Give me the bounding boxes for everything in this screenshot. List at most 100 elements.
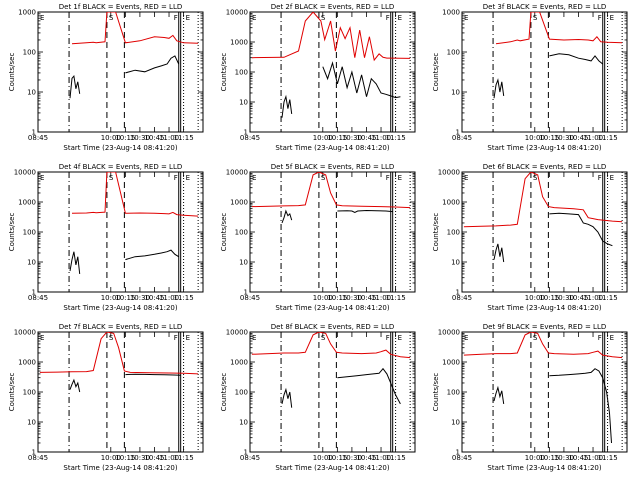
panel-2-marker-e: E xyxy=(252,14,256,22)
panel-8-marker-s: S xyxy=(321,334,326,342)
panel-9-ytick-label: 10 xyxy=(451,419,460,427)
panel-7-xlabel: Start Time (23-Aug-14 08:41:20) xyxy=(63,464,177,472)
panel-1-xtick-label: 11:00 xyxy=(159,134,179,142)
panel-2-xlabel: Start Time (23-Aug-14 08:41:20) xyxy=(275,144,389,152)
panel-2-xtick-label: 10:30 xyxy=(342,134,362,142)
panel-6-ytick-label: 10000 xyxy=(438,169,460,177)
panel-2-marker-e2: E xyxy=(398,14,402,22)
panel-5-series-events-2 xyxy=(337,209,393,213)
panel-6-marker-s: S xyxy=(533,174,538,182)
panel-4-ytick-label: 10 xyxy=(27,259,36,267)
panel-9-series-events-1 xyxy=(493,385,505,404)
panel-1-plot-frame xyxy=(37,11,204,133)
panel-8-ytick-label: 10000 xyxy=(226,329,248,337)
panel-4-title: Det 4f BLACK = Events, RED = LLD xyxy=(59,163,182,171)
panel-5-xtick-label: 11:15 xyxy=(385,294,405,302)
panel-8-xtick-label: 10:00 xyxy=(313,454,333,462)
panel-6-ytick-label: 1 xyxy=(456,289,460,297)
panel-9-xtick-label: 08:45 xyxy=(452,454,472,462)
panel-8-series-events-2 xyxy=(337,367,401,405)
panel-3-xtick-label: 10:30 xyxy=(554,134,574,142)
panel-1-marker-e: E xyxy=(40,14,44,22)
panel-3-series-lld-0 xyxy=(495,12,623,45)
panel-5-ytick-label: 1000 xyxy=(230,199,248,207)
panel-4-series-lld-0 xyxy=(71,172,199,217)
panel-9-xtick-label: 11:15 xyxy=(597,454,617,462)
panel-8-xtick-label: 11:15 xyxy=(385,454,405,462)
panel-5-xtick-label: 10:30 xyxy=(342,294,362,302)
panel-2-ytick-label: 1 xyxy=(244,129,248,137)
panel-8-marker-e: E xyxy=(252,334,256,342)
panel-3-marker-s: S xyxy=(533,14,538,22)
panel-4-xtick-label: 10:00 xyxy=(101,294,121,302)
panel-3-plot-frame xyxy=(461,11,628,133)
panel-6-ytick-label: 10 xyxy=(451,259,460,267)
panel-1-ytick-label: 1 xyxy=(32,129,36,137)
panel-3-marker-e: E xyxy=(464,14,468,22)
panel-9-marker-e: E xyxy=(464,334,468,342)
panel-6-xlabel: Start Time (23-Aug-14 08:41:20) xyxy=(487,304,601,312)
panel-7-marker-e: E xyxy=(40,334,44,342)
panel-7-ytick-label: 10 xyxy=(27,419,36,427)
panel-4-xtick-label: 11:00 xyxy=(159,294,179,302)
panel-2-marker-f: F xyxy=(386,14,390,22)
panel-7-xtick-label: 10:15 xyxy=(115,454,135,462)
panel-5-marker-f: F xyxy=(386,174,390,182)
panel-7-xtick-label: 10:45 xyxy=(144,454,164,462)
panel-3-ytick-label: 1 xyxy=(456,129,460,137)
panel-7-xtick-label: 11:15 xyxy=(173,454,193,462)
panel-3-xtick-label: 11:00 xyxy=(583,134,603,142)
panel-3-xtick-label: 11:15 xyxy=(597,134,617,142)
panel-7-series-events-1 xyxy=(69,378,81,393)
panel-3-series-events-1 xyxy=(493,78,505,99)
panel-1-xtick-label: 10:15 xyxy=(115,134,135,142)
panel-4-ytick-label: 100 xyxy=(23,229,36,237)
panel-7-xtick-label: 11:00 xyxy=(159,454,179,462)
panel-1-marker-f: F xyxy=(174,14,178,22)
panel-4-series-events-1 xyxy=(69,251,81,274)
panel-5-xtick-label: 10:45 xyxy=(356,294,376,302)
panel-3-title: Det 3f BLACK = Events, RED = LLD xyxy=(483,3,606,11)
panel-5-xtick-label: 10:00 xyxy=(313,294,333,302)
panel-1-xtick-label: 11:15 xyxy=(173,134,193,142)
panel-5-marker-e2: E xyxy=(398,174,402,182)
panel-6-xtick-label: 08:45 xyxy=(452,294,472,302)
panel-9-xtick-label: 10:30 xyxy=(554,454,574,462)
panel-1-marker-s: S xyxy=(109,14,114,22)
panel-9-xtick-label: 10:15 xyxy=(539,454,559,462)
panel-8-xtick-label: 08:45 xyxy=(240,454,260,462)
panel-9-ytick-label: 10000 xyxy=(438,329,460,337)
panel-2-ytick-label: 100 xyxy=(235,69,248,77)
panel-3-xtick-label: 10:15 xyxy=(539,134,559,142)
panel-4-xlabel: Start Time (23-Aug-14 08:41:20) xyxy=(63,304,177,312)
panel-9-series-lld-0 xyxy=(463,332,623,359)
panel-7-ytick-label: 1 xyxy=(32,449,36,457)
panel-8-ytick-label: 10 xyxy=(239,419,248,427)
panel-2-title: Det 2f BLACK = Events, RED = LLD xyxy=(271,3,394,11)
panel-9-ytick-label: 1000 xyxy=(442,359,460,367)
panel-3-ytick-label: 1000 xyxy=(442,9,460,17)
panel-7-xtick-label: 10:30 xyxy=(130,454,150,462)
panel-6-xtick-label: 11:15 xyxy=(597,294,617,302)
panel-4-xtick-label: 10:30 xyxy=(130,294,150,302)
panel-5-marker-s: S xyxy=(321,174,326,182)
panel-1-xlabel: Start Time (23-Aug-14 08:41:20) xyxy=(63,144,177,152)
panel-1-xtick-label: 10:45 xyxy=(144,134,164,142)
panel-7-ytick-label: 10000 xyxy=(14,329,36,337)
panel-3-xlabel: Start Time (23-Aug-14 08:41:20) xyxy=(487,144,601,152)
panel-3-marker-f: F xyxy=(598,14,602,22)
panel-6-xtick-label: 11:00 xyxy=(583,294,603,302)
panel-7-series-events-2 xyxy=(125,373,181,376)
panel-8-ytick-label: 1 xyxy=(244,449,248,457)
panel-8-xtick-label: 11:00 xyxy=(371,454,391,462)
panel-3-ytick-label: 100 xyxy=(447,49,460,57)
panel-1-ytick-label: 100 xyxy=(23,49,36,57)
panel-5-ytick-label: 10000 xyxy=(226,169,248,177)
panel-9-xtick-label: 10:00 xyxy=(525,454,545,462)
panel-7-xtick-label: 10:00 xyxy=(101,454,121,462)
panel-9-marker-e2: E xyxy=(610,334,614,342)
panel-2-series-events-1 xyxy=(281,94,293,118)
panel-8-series-events-1 xyxy=(281,387,293,408)
panel-2-ytick-label: 10 xyxy=(239,99,248,107)
